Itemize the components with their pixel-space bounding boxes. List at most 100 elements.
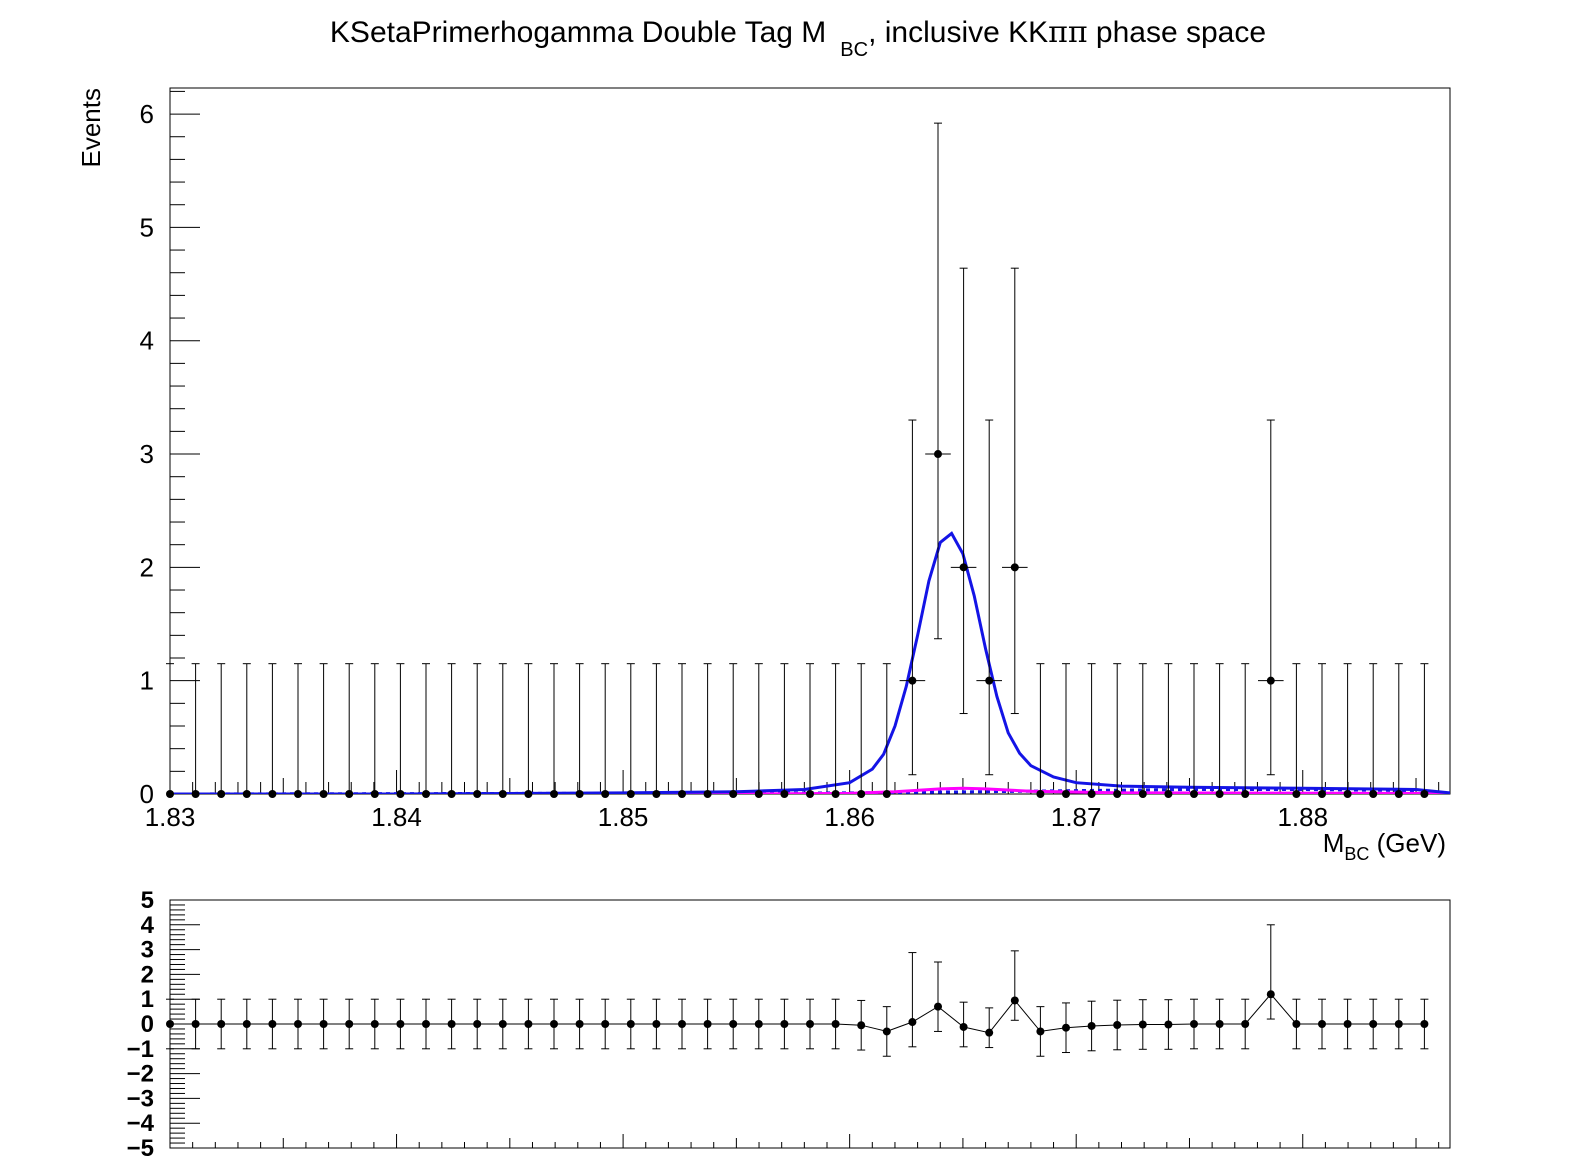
data-marker [1062,790,1070,798]
pull-marker [524,1020,533,1028]
pull-y-tick-label: −5 [127,1135,154,1162]
pull-marker [703,1020,712,1028]
pull-point [1062,1002,1070,1054]
data-marker [217,790,226,798]
pull-point [985,1007,994,1049]
data-marker [678,790,686,798]
data-marker [550,790,558,798]
pull-point [601,998,610,1050]
pull-point [1394,998,1403,1050]
pull-point [1087,1000,1096,1052]
pull-y-tick-label: −1 [127,1036,154,1063]
x-label-tail: (GeV) [1369,828,1446,858]
pull-marker [806,1020,814,1028]
data-marker [294,790,302,798]
pull-marker [473,1020,482,1028]
pull-marker [1138,1020,1147,1029]
data-marker [908,676,917,685]
pull-point [959,1001,968,1048]
data-marker [1036,790,1045,798]
pull-y-tick-label: 1 [141,986,154,1013]
data-point [1394,663,1403,798]
pull-marker [1087,1021,1096,1030]
pull-marker [1394,1020,1403,1028]
data-marker [242,790,251,798]
x-tick-label: 1.85 [598,802,649,832]
pull-point [524,998,533,1050]
pull-marker [268,1020,277,1028]
pull-point [1113,999,1122,1051]
pull-marker [1010,996,1019,1005]
pull-marker [626,1020,635,1028]
data-marker [780,790,789,798]
data-marker [447,790,456,798]
data-marker [191,790,200,798]
pull-y-tick-label: 3 [141,937,154,964]
pull-y-tick-label: 4 [141,912,155,939]
y-axis-label: Events [76,88,106,168]
main-axes: 0 1 2 3 4 5 6 1.83 1.84 1.85 1.86 1.87 1.88 [140,90,1440,832]
x-label-sub: BC [1344,844,1369,864]
data-point [498,663,507,798]
data-point [1215,663,1224,798]
pull-marker [1164,1020,1173,1029]
data-point [1138,663,1147,798]
pull-marker [575,1020,584,1028]
pull-marker [1292,1020,1301,1028]
data-point [1087,663,1096,798]
pull-point [319,998,328,1050]
data-marker [831,790,840,798]
y-tick-label: 0 [140,779,154,809]
pull-marker [1113,1020,1122,1029]
pull-marker [729,1020,738,1028]
pull-marker [319,1020,328,1028]
data-marker [626,790,635,798]
data-point [1190,663,1198,798]
data-point [1241,663,1250,798]
peaking-curve [170,786,1450,794]
pull-point [780,998,789,1050]
pull-point [1266,924,1275,1020]
pull-point [498,998,507,1050]
data-point [925,122,951,640]
title-sub: BC [840,39,868,61]
pull-point [729,998,738,1050]
x-tick-label: 1.84 [371,802,422,832]
data-marker [396,790,405,798]
data-point [345,663,354,798]
pull-point [626,998,635,1050]
pull-point [242,998,251,1050]
pull-marker [1241,1020,1250,1028]
data-point [1292,663,1301,798]
pull-marker [345,1020,354,1028]
pull-point [1215,998,1224,1050]
pull-point [217,998,226,1050]
pull-point [166,998,174,1050]
data-point [422,663,430,798]
data-marker [1369,790,1378,798]
data-marker [652,790,661,798]
y-tick-label: 1 [140,666,154,696]
pull-marker [1036,1027,1045,1036]
data-marker [1241,790,1250,798]
data-marker [1343,790,1352,798]
pull-point [1318,998,1326,1050]
pull-marker [1190,1020,1198,1028]
data-marker [601,790,610,798]
data-marker [498,790,507,798]
y-tick-label: 5 [140,212,154,242]
data-point [678,663,686,798]
data-point [1369,663,1378,798]
data-marker [1266,676,1275,685]
pull-point [703,998,712,1050]
pull-marker [780,1020,789,1028]
pull-marker [1266,990,1275,999]
pull-point [447,998,456,1050]
pull-y-tick-label: 2 [141,961,154,988]
x-tick-label: 1.87 [1051,802,1102,832]
pull-marker [1215,1020,1224,1028]
pull-marker [1420,1020,1429,1028]
